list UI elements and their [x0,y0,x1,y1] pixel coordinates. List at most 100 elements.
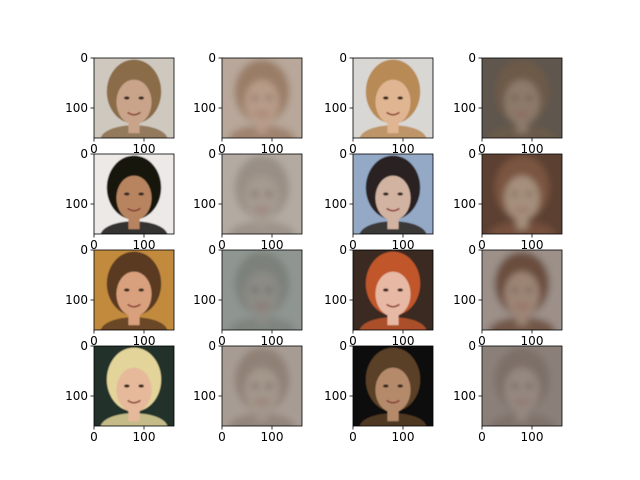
x-tick-label: 0 [90,430,98,444]
blurry-face-icon [482,346,562,426]
y-tick-label: 0 [80,339,88,353]
blurry-face-icon [482,250,562,330]
y-tick-label: 100 [324,197,347,211]
x-tick-label: 100 [261,430,284,444]
y-tick-label: 100 [65,293,88,307]
y-tick-label: 0 [339,243,347,257]
face-photo-icon [94,154,174,234]
y-tick-label: 0 [468,339,476,353]
face-photo-icon [94,250,174,330]
y-tick-label: 100 [453,197,476,211]
x-tick-label: 100 [261,238,284,252]
y-tick-label: 100 [453,101,476,115]
y-tick-label: 0 [80,243,88,257]
x-tick-label: 0 [478,334,486,348]
x-tick-label: 100 [392,142,415,156]
y-tick-label: 0 [468,51,476,65]
y-tick-label: 100 [324,101,347,115]
blurry-face-icon [482,154,562,234]
face-photo-icon [353,250,433,330]
y-tick-label: 0 [208,339,216,353]
x-tick-label: 100 [261,334,284,348]
panel-r0-c0: 0 100 0 100 [65,51,175,156]
x-tick-label: 100 [392,238,415,252]
panel-frame [352,345,434,427]
y-tick-label: 100 [193,293,216,307]
y-tick-label: 100 [65,197,88,211]
y-tick-label: 0 [468,243,476,257]
x-tick-label: 100 [133,430,156,444]
blurry-face-icon [222,154,302,234]
y-tick-label: 0 [208,51,216,65]
x-tick-label: 0 [90,142,98,156]
y-tick-label: 100 [65,389,88,403]
x-tick-label: 100 [392,334,415,348]
panel-frame [93,249,175,331]
y-tick-label: 100 [453,293,476,307]
panel-r3-c1: 0 100 0 100 [193,339,303,444]
y-tick-label: 100 [193,389,216,403]
panel-r0-c1: 0 100 0 100 [193,51,303,156]
panel-r2-c3: 0 100 0 100 [453,243,563,348]
panel-r1-c3: 0 100 0 100 [453,147,563,252]
blurry-face-icon [482,58,562,138]
panel-r2-c0: 0 100 0 100 [65,243,175,348]
x-tick-label: 0 [218,334,226,348]
x-tick-label: 0 [218,430,226,444]
panel-frame [481,249,563,331]
x-tick-label: 0 [90,334,98,348]
x-tick-label: 0 [478,430,486,444]
x-tick-label: 0 [478,142,486,156]
panel-frame [352,57,434,139]
face-photo-icon [94,58,174,138]
panel-frame [352,249,434,331]
x-tick-label: 100 [521,430,544,444]
panel-frame [481,345,563,427]
x-tick-label: 100 [133,238,156,252]
y-tick-label: 100 [193,197,216,211]
y-tick-label: 0 [80,51,88,65]
panel-r0-c3: 0 100 0 100 [453,51,563,156]
panel-grid: 0 100 0 100 0 100 0 100 0 100 0 100 0 100 0 100 0 100 0 100… [65,51,563,444]
x-tick-label: 0 [90,238,98,252]
panel-r1-c1: 0 100 0 100 [193,147,303,252]
x-tick-label: 0 [349,334,357,348]
panel-r1-c0: 0 100 0 100 [65,147,175,252]
panel-r3-c3: 0 100 0 100 [453,339,563,444]
x-tick-label: 100 [521,334,544,348]
y-tick-label: 0 [339,51,347,65]
y-tick-label: 0 [208,147,216,161]
panel-frame [481,57,563,139]
y-tick-label: 0 [208,243,216,257]
x-tick-label: 100 [392,430,415,444]
y-tick-label: 100 [324,293,347,307]
x-tick-label: 0 [218,142,226,156]
y-tick-label: 0 [468,147,476,161]
x-tick-label: 0 [349,142,357,156]
panel-r3-c0: 0 100 0 100 [65,339,175,444]
panel-r3-c2: 0 100 0 100 [324,339,434,444]
panel-frame [93,153,175,235]
panel-frame [221,57,303,139]
x-tick-label: 100 [521,142,544,156]
y-tick-label: 0 [80,147,88,161]
x-tick-label: 100 [521,238,544,252]
y-tick-label: 100 [324,389,347,403]
panel-frame [352,153,434,235]
face-photo-icon [353,154,433,234]
x-tick-label: 0 [349,430,357,444]
y-tick-label: 100 [453,389,476,403]
face-photo-icon [94,346,174,426]
x-tick-label: 100 [133,334,156,348]
y-tick-label: 0 [339,147,347,161]
face-photo-icon [353,346,433,426]
blurry-face-icon [222,346,302,426]
panel-frame [481,153,563,235]
x-tick-label: 0 [218,238,226,252]
blurry-face-icon [222,58,302,138]
panel-frame [221,345,303,427]
y-tick-label: 0 [339,339,347,353]
x-tick-label: 100 [261,142,284,156]
panel-frame [221,153,303,235]
